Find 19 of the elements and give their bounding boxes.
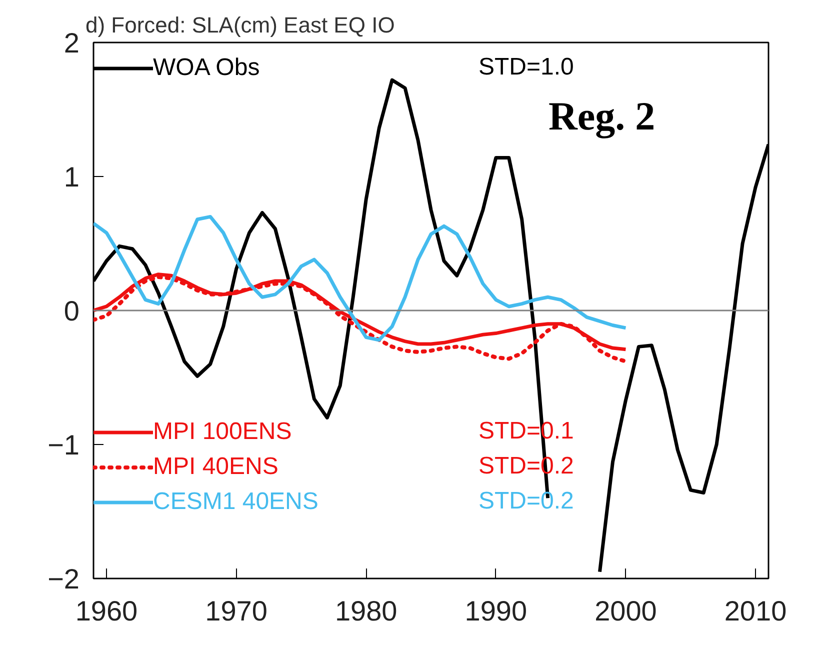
legend-label: MPI 100ENS	[153, 418, 292, 446]
chart-title: d) Forced: SLA(cm) East EQ IO	[86, 12, 395, 38]
legend-label: CESM1 40ENS	[153, 488, 318, 516]
x-tick-label: 1970	[205, 596, 268, 626]
x-tick-label: 1990	[464, 596, 528, 626]
y-tick-label: 0	[64, 296, 80, 326]
y-tick-label: 1	[64, 162, 80, 192]
x-tick-label: 1980	[334, 596, 398, 626]
legend-label: WOA Obs	[153, 54, 260, 82]
annotation: STD=1.0	[478, 54, 574, 80]
y-tick-label: −1	[48, 430, 80, 460]
x-tick-label: 2010	[724, 596, 787, 626]
legend-label: MPI 40ENS	[153, 453, 278, 481]
y-tick-label: −2	[48, 564, 80, 594]
y-tick-label: 2	[64, 28, 80, 58]
annotation: Reg. 2	[548, 94, 656, 138]
x-tick-label: 2000	[594, 596, 657, 626]
x-tick-label: 1960	[75, 596, 138, 626]
annotation: STD=0.2	[478, 488, 574, 514]
